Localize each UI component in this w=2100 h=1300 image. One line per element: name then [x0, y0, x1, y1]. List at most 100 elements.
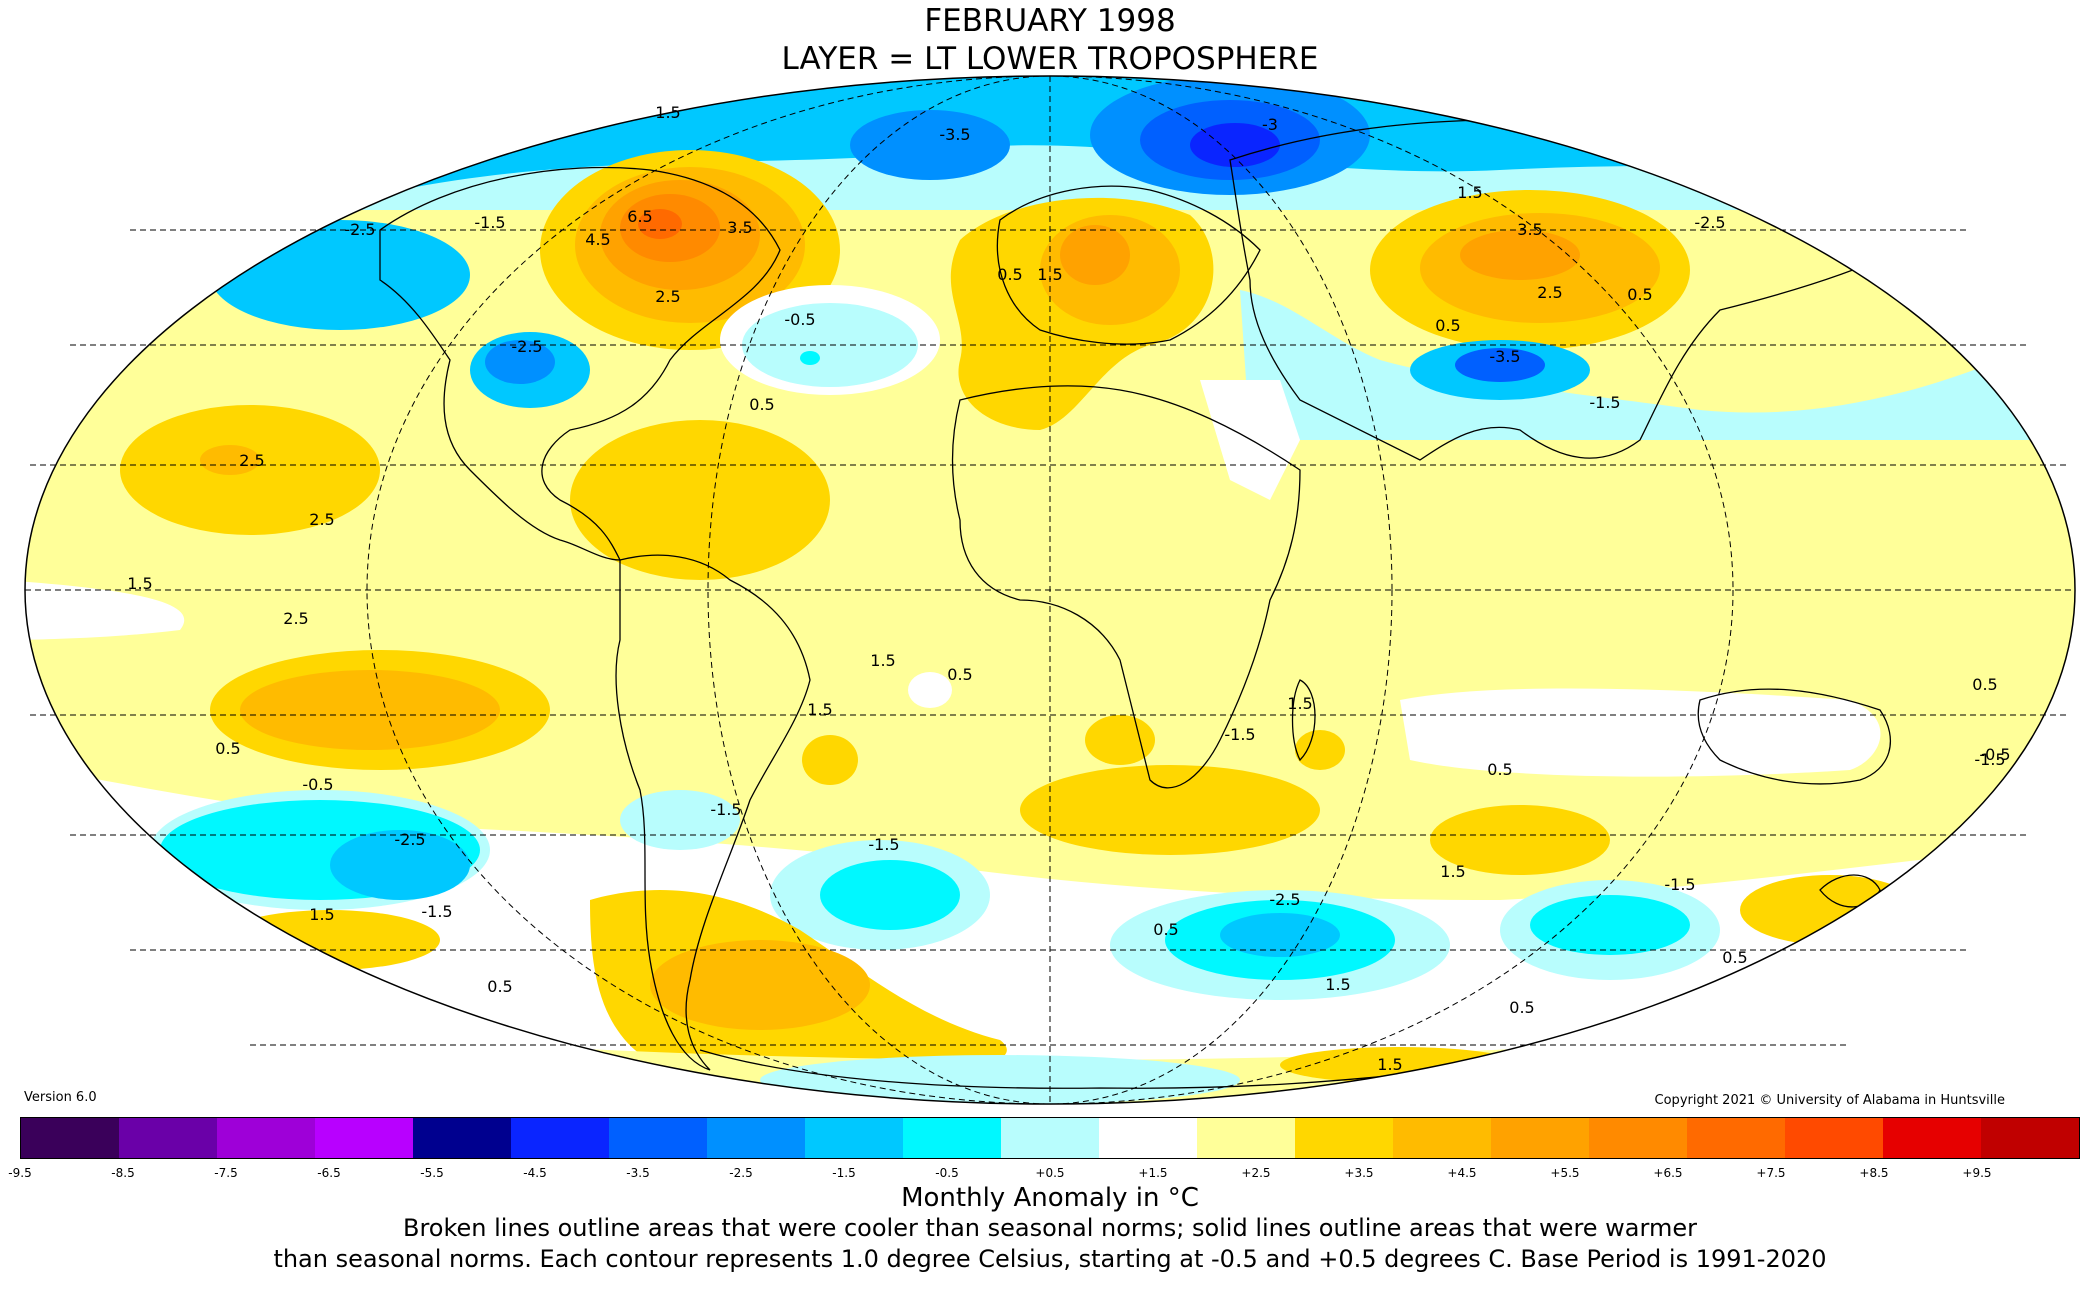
contour-label: 0.5 [487, 977, 512, 996]
contour-label: 4.5 [585, 230, 610, 249]
contour-label: 0.5 [215, 739, 240, 758]
color-scale-segment [217, 1118, 315, 1158]
contour-label: 1.5 [1440, 862, 1465, 881]
contour-label: 0.5 [997, 265, 1022, 284]
unit-label: Monthly Anomaly in °C [901, 1183, 1199, 1213]
version-label: Version 6.0 [24, 1090, 97, 1105]
color-scale-segment [1099, 1118, 1197, 1158]
color-scale-tick: -2.5 [729, 1166, 753, 1180]
contour-label: 2.5 [283, 609, 308, 628]
contour-label: 3.5 [1517, 220, 1542, 239]
color-scale-tick: +4.5 [1447, 1166, 1477, 1180]
contour-label: -2.5 [511, 337, 542, 356]
color-scale-tick: +6.5 [1653, 1166, 1683, 1180]
color-scale-segment [21, 1118, 119, 1158]
contour-label: 2.5 [309, 510, 334, 529]
color-scale-tick: +1.5 [1138, 1166, 1168, 1180]
contour-label: 1.5 [1037, 265, 1062, 284]
color-scale-tick: +2.5 [1241, 1166, 1271, 1180]
contour-label: 0.5 [947, 665, 972, 684]
contour-label: 0.5 [1722, 948, 1747, 967]
contour-label: 1.5 [127, 574, 152, 593]
color-scale-ticks: -9.5 -8.5 -7.5 -6.5 -5.5 -4.5 -3.5 -2.5 -1.5 -0.5… [8, 1166, 2080, 1182]
color-scale-tick: +3.5 [1344, 1166, 1374, 1180]
color-scale-tick: -1.5 [832, 1166, 856, 1180]
contour-label: -1.5 [1224, 725, 1255, 744]
color-scale-tick: -5.5 [420, 1166, 444, 1180]
contour-label: 1.5 [1325, 975, 1350, 994]
contour-labels: 1.5 -3.5 -3 -1.5 -2.5 6.5 4.5 3.5 2.5 -0.5 0.5 3.5 2… [127, 103, 2010, 1074]
color-scale-segment [511, 1118, 609, 1158]
contour-label: -2.5 [1269, 890, 1300, 909]
color-scale-segment [609, 1118, 707, 1158]
color-scale-segment [707, 1118, 805, 1158]
color-scale-tick: -0.5 [935, 1166, 959, 1180]
contour-label: -1.5 [710, 800, 741, 819]
color-scale-bar [20, 1117, 2080, 1159]
color-scale-segment [1393, 1118, 1491, 1158]
color-scale-segment [1589, 1118, 1687, 1158]
color-scale-tick: +5.5 [1550, 1166, 1580, 1180]
contour-label: 1.5 [1377, 1055, 1402, 1074]
temperature-anomaly-map: 1.5 -3.5 -3 -1.5 -2.5 6.5 4.5 3.5 2.5 -0.5 0.5 3.5 2… [24, 75, 2076, 1105]
contour-label: 0.5 [1627, 285, 1652, 304]
contour-label: -2.5 [344, 220, 375, 239]
map-border [24, 75, 2076, 1105]
color-scale-tick: -3.5 [626, 1166, 650, 1180]
contour-label: 2.5 [1537, 283, 1562, 302]
color-scale-tick: -4.5 [523, 1166, 547, 1180]
contour-label: 2.5 [655, 287, 680, 306]
contour-label: 2.5 [239, 451, 264, 470]
contour-label: -0.5 [302, 775, 333, 794]
contour-label: -1.5 [474, 213, 505, 232]
color-scale-segment [1981, 1118, 2079, 1158]
legend-note-line1: Broken lines outline areas that were coo… [403, 1214, 1697, 1242]
color-scale-tick: +9.5 [1962, 1166, 1992, 1180]
color-scale-segment [315, 1118, 413, 1158]
color-scale-tick: -7.5 [214, 1166, 238, 1180]
contour-label: 0.5 [1509, 998, 1534, 1017]
contour-label: 0.5 [1435, 316, 1460, 335]
color-scale-tick: +8.5 [1859, 1166, 1889, 1180]
color-scale-segment [805, 1118, 903, 1158]
contour-label: -2.5 [394, 830, 425, 849]
color-scale-tick: -9.5 [8, 1166, 32, 1180]
color-scale-segment [119, 1118, 217, 1158]
map-subtitle: LAYER = LT LOWER TROPOSPHERE [781, 41, 1319, 77]
contour-label: 1.5 [870, 651, 895, 670]
contour-label: 3.5 [727, 218, 752, 237]
map-title: FEBRUARY 1998 [924, 3, 1176, 39]
contour-label: 6.5 [627, 207, 652, 226]
contour-label: 0.5 [1153, 920, 1178, 939]
color-scale-tick: +0.5 [1035, 1166, 1065, 1180]
contour-label: -1.5 [1974, 750, 2005, 769]
color-scale-segment [1491, 1118, 1589, 1158]
contour-label: 1.5 [309, 905, 334, 924]
legend-note-line2: than seasonal norms. Each contour repres… [273, 1245, 1827, 1273]
color-scale-tick: -8.5 [111, 1166, 135, 1180]
contour-label: 0.5 [1487, 760, 1512, 779]
color-scale-segment [1785, 1118, 1883, 1158]
contour-label: -3.5 [1489, 347, 1520, 366]
contour-label: -0.5 [784, 310, 815, 329]
color-scale-segment [1197, 1118, 1295, 1158]
contour-label: 1.5 [1287, 694, 1312, 713]
color-scale-segment [1883, 1118, 1981, 1158]
coastlines [379, 119, 1952, 1089]
color-scale-segment [413, 1118, 511, 1158]
color-scale-segment [903, 1118, 1001, 1158]
graticule [25, 75, 2075, 1105]
contour-label: -2.5 [1694, 213, 1725, 232]
contour-label: -1.5 [421, 902, 452, 921]
contour-label: 1.5 [655, 103, 680, 122]
contour-label: -1.5 [1664, 875, 1695, 894]
color-scale-tick: +7.5 [1756, 1166, 1786, 1180]
contour-label: -1.5 [868, 835, 899, 854]
color-scale-segment [1001, 1118, 1099, 1158]
copyright-label: Copyright 2021 © University of Alabama i… [1654, 1093, 2005, 1108]
color-scale-tick: -6.5 [317, 1166, 341, 1180]
contour-label: 0.5 [1972, 675, 1997, 694]
contour-label: 0.5 [749, 395, 774, 414]
contour-label: 1.5 [1457, 183, 1482, 202]
color-scale-segment [1295, 1118, 1393, 1158]
